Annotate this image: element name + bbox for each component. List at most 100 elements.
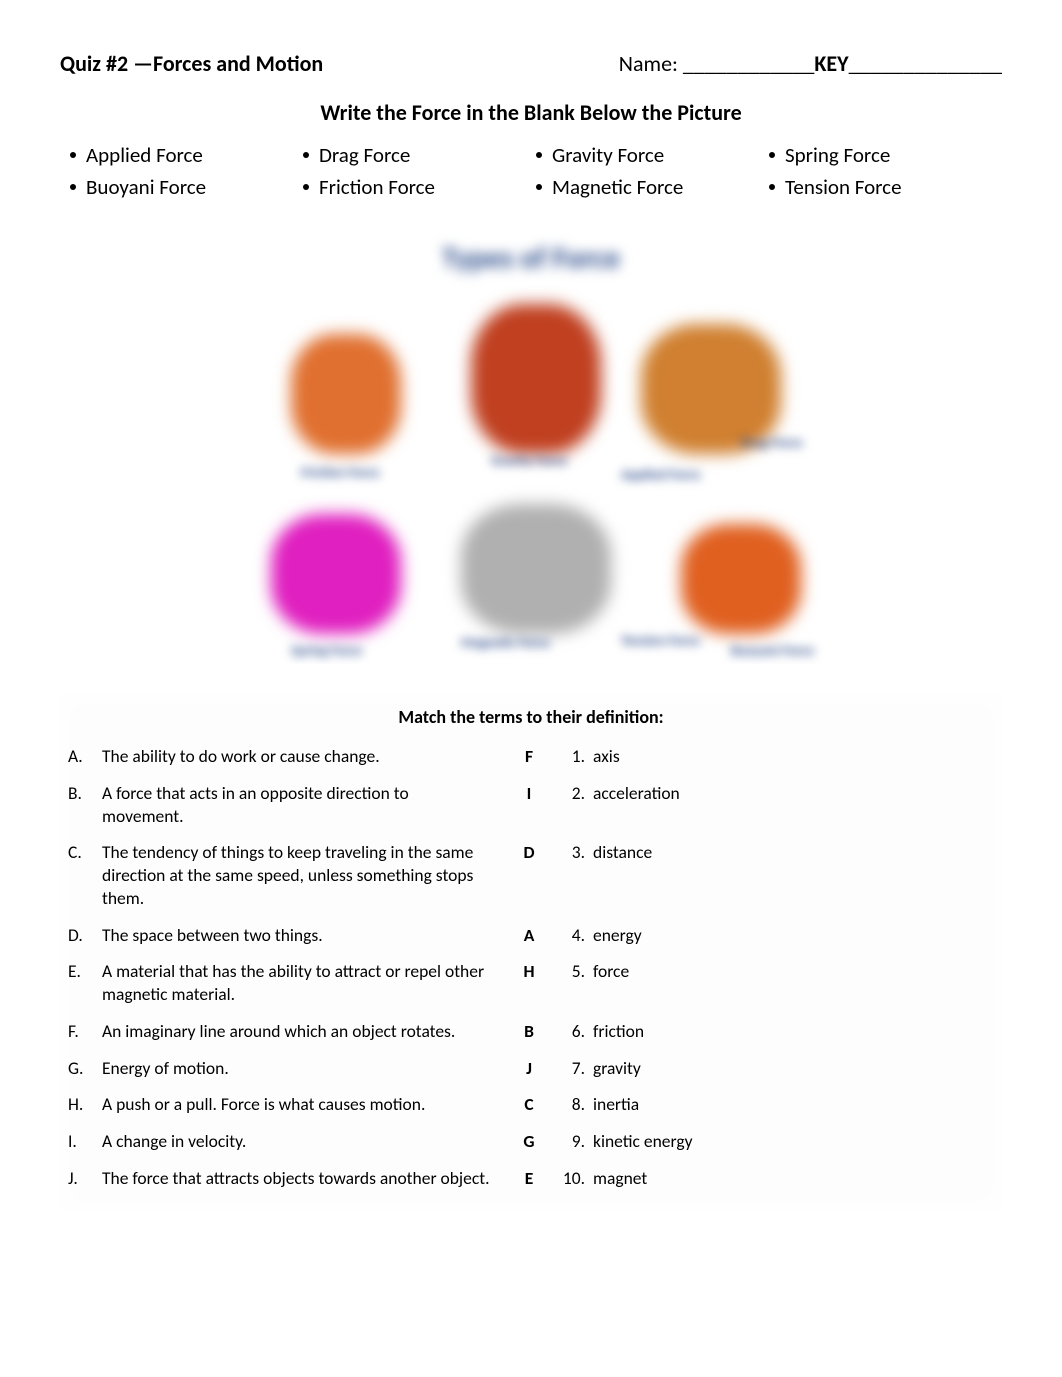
image-blob	[681, 524, 801, 634]
definition-letter: E.	[64, 960, 102, 983]
bullet-icon	[70, 152, 76, 158]
definition-text: An imaginary line around which an object…	[102, 1020, 509, 1043]
match-row: I.A change in velocity.G9.kinetic energy	[64, 1123, 998, 1160]
definition-letter: B.	[64, 782, 102, 805]
force-item: Tension Force	[769, 174, 992, 200]
bullet-icon	[769, 152, 775, 158]
force-label: Gravity Force	[552, 142, 664, 168]
term-text: acceleration	[591, 782, 998, 805]
name-underline-post: ______________	[849, 50, 1002, 77]
definition-text: A force that acts in an opposite directi…	[102, 782, 509, 828]
answer-letter: D	[509, 841, 549, 864]
image-blob	[471, 304, 601, 454]
bullet-icon	[303, 184, 309, 190]
force-list: Applied Force Drag Force Gravity Force Spri…	[60, 142, 1002, 224]
match-block: Match the terms to their definition: A.T…	[60, 694, 1002, 1211]
answer-letter: F	[509, 745, 549, 768]
bullet-icon	[536, 152, 542, 158]
definition-text: The space between two things.	[102, 924, 509, 947]
image-blob	[291, 334, 401, 454]
force-item: Gravity Force	[536, 142, 759, 168]
force-label: Buoyani Force	[86, 174, 206, 200]
term-text: energy	[591, 924, 998, 947]
definition-letter: D.	[64, 924, 102, 947]
term-number: 7.	[549, 1057, 591, 1080]
force-item: Buoyani Force	[70, 174, 293, 200]
name-key: KEY	[814, 50, 848, 77]
term-number: 5.	[549, 960, 591, 983]
image-caption: Buoyant Force	[731, 642, 814, 659]
image-caption: Applied Force	[621, 466, 701, 483]
match-heading: Match the terms to their definition:	[64, 702, 998, 738]
definition-text: The tendency of things to keep traveling…	[102, 841, 509, 909]
term-number: 1.	[549, 745, 591, 768]
image-caption: Spring Force	[291, 642, 362, 659]
definition-letter: H.	[64, 1093, 102, 1116]
force-item: Drag Force	[303, 142, 526, 168]
term-number: 2.	[549, 782, 591, 805]
definition-text: Energy of motion.	[102, 1057, 509, 1080]
definition-letter: C.	[64, 841, 102, 864]
match-row: E.A material that has the ability to att…	[64, 953, 998, 1013]
term-number: 8.	[549, 1093, 591, 1116]
definition-letter: J.	[64, 1167, 102, 1190]
header-row: Quiz #2 —Forces and Motion Name: _______…	[60, 50, 1002, 77]
definition-text: The ability to do work or cause change.	[102, 745, 509, 768]
image-caption: Tension Force	[621, 632, 700, 649]
match-row: B.A force that acts in an opposite direc…	[64, 775, 998, 835]
match-row: H.A push or a pull. Force is what causes…	[64, 1086, 998, 1123]
term-text: force	[591, 960, 998, 983]
name-block: Name: ____________ KEY ______________	[619, 50, 1002, 77]
term-text: axis	[591, 745, 998, 768]
force-label: Applied Force	[86, 142, 203, 168]
answer-letter: H	[509, 960, 549, 983]
force-item: Friction Force	[303, 174, 526, 200]
term-number: 4.	[549, 924, 591, 947]
bullet-icon	[769, 184, 775, 190]
force-label: Magnetic Force	[552, 174, 683, 200]
force-item: Applied Force	[70, 142, 293, 168]
definition-text: The force that attracts objects towards …	[102, 1167, 509, 1190]
image-caption: Gravity Force	[491, 452, 567, 469]
force-label: Spring Force	[785, 142, 890, 168]
term-number: 10.	[549, 1167, 591, 1190]
types-of-force-image: Types of Force Friction ForceGravity For…	[211, 234, 851, 664]
name-label: Name:	[619, 50, 678, 77]
image-caption: Drag Force	[741, 434, 803, 451]
answer-letter: C	[509, 1093, 549, 1116]
quiz-title: Quiz #2 —Forces and Motion	[60, 50, 323, 77]
definition-text: A material that has the ability to attra…	[102, 960, 509, 1006]
definition-letter: I.	[64, 1130, 102, 1153]
section1-heading: Write the Force in the Blank Below the P…	[60, 99, 1002, 126]
bullet-icon	[303, 152, 309, 158]
definition-letter: G.	[64, 1057, 102, 1080]
image-blur-title: Types of Force	[442, 240, 620, 277]
force-label: Tension Force	[785, 174, 902, 200]
term-number: 9.	[549, 1130, 591, 1153]
bullet-icon	[70, 184, 76, 190]
name-underline-pre: ____________	[683, 50, 814, 77]
match-rows: A.The ability to do work or cause change…	[64, 738, 998, 1197]
definition-text: A push or a pull. Force is what causes m…	[102, 1093, 509, 1116]
term-number: 6.	[549, 1020, 591, 1043]
definition-letter: A.	[64, 745, 102, 768]
force-item: Spring Force	[769, 142, 992, 168]
term-text: gravity	[591, 1057, 998, 1080]
match-row: F.An imaginary line around which an obje…	[64, 1013, 998, 1050]
bullet-icon	[536, 184, 542, 190]
image-wrap: Types of Force Friction ForceGravity For…	[60, 234, 1002, 664]
match-row: C.The tendency of things to keep traveli…	[64, 834, 998, 916]
definition-text: A change in velocity.	[102, 1130, 509, 1153]
term-text: friction	[591, 1020, 998, 1043]
answer-letter: I	[509, 782, 549, 805]
force-label: Friction Force	[319, 174, 435, 200]
term-text: inertia	[591, 1093, 998, 1116]
term-text: magnet	[591, 1167, 998, 1190]
force-label: Drag Force	[319, 142, 410, 168]
term-text: kinetic energy	[591, 1130, 998, 1153]
image-blob	[461, 504, 611, 634]
match-row: A.The ability to do work or cause change…	[64, 738, 998, 775]
answer-letter: G	[509, 1130, 549, 1153]
answer-letter: B	[509, 1020, 549, 1043]
term-text: distance	[591, 841, 998, 864]
